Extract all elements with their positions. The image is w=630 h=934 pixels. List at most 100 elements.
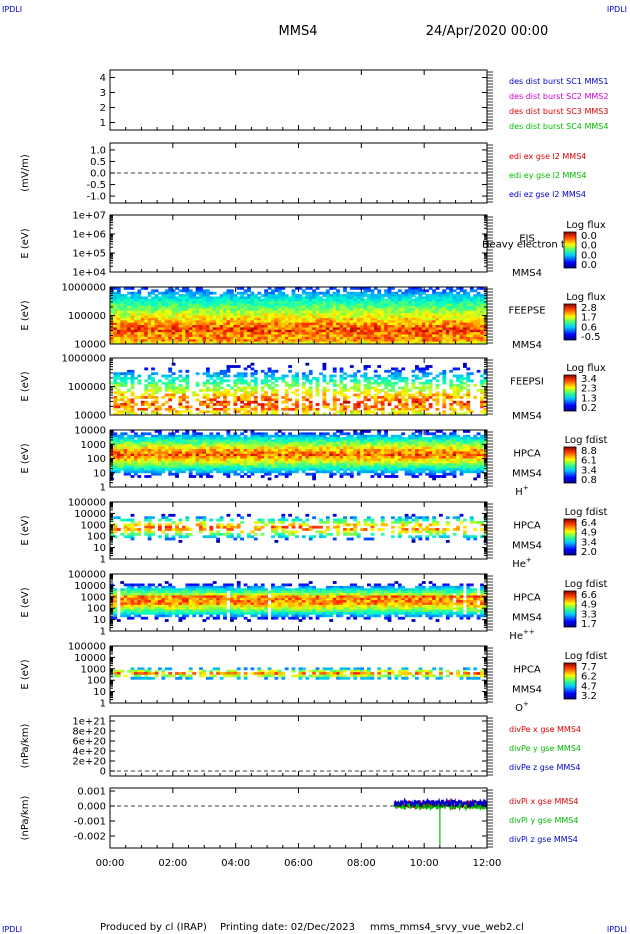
spectrogram-cell	[240, 451, 244, 455]
spectrogram-cell	[397, 325, 402, 328]
spectrogram-cell	[415, 332, 419, 335]
spectrogram-cell	[253, 468, 258, 471]
spectrogram-cell	[257, 313, 262, 316]
spectrogram-cell	[353, 384, 358, 387]
spectrogram-cell	[370, 396, 375, 399]
spectrogram-cell	[161, 320, 166, 324]
spectrogram-cell	[120, 432, 125, 436]
spectrogram-cell	[271, 439, 275, 443]
spectrogram-cell	[277, 322, 282, 326]
spectrogram-cell	[459, 308, 464, 312]
spectrogram-cell	[339, 296, 344, 300]
spectrogram-cell	[151, 386, 155, 390]
spectrogram-cell	[356, 393, 361, 397]
spectrogram-cell	[243, 308, 248, 312]
spectrogram-cell	[209, 325, 214, 328]
spectrogram-cell	[459, 336, 464, 340]
spectrogram-cell	[171, 320, 176, 324]
spectrogram-cell	[411, 329, 416, 333]
spectrogram-cell	[175, 475, 179, 478]
spectrogram-cell	[140, 336, 145, 340]
spectrogram-cell	[168, 470, 173, 474]
spectrogram-cell	[404, 308, 409, 312]
spectrogram-cell	[288, 453, 292, 457]
spectrogram-cell	[219, 468, 224, 471]
spectrogram-cell	[435, 317, 440, 321]
spectrogram-cell	[161, 453, 166, 457]
spectrogram-cell	[236, 296, 241, 300]
spectrogram-cell	[428, 308, 433, 312]
spectrogram-cell	[271, 320, 275, 324]
spectrogram-cell	[476, 320, 481, 324]
spectrogram-cell	[404, 384, 409, 387]
spectrogram-cell	[349, 374, 354, 378]
spectrogram-cell	[226, 298, 231, 302]
spectrogram-cell	[380, 377, 385, 380]
spectrogram-cell	[363, 310, 368, 314]
spectrogram-cell	[274, 320, 279, 324]
spectrogram-cell	[360, 334, 364, 338]
spectrogram-cell	[469, 322, 474, 326]
spectrogram-cell	[158, 339, 162, 343]
spectrogram-cell	[339, 377, 344, 380]
spectrogram-cell	[199, 475, 203, 478]
spectrogram-cell	[473, 310, 478, 314]
spectrogram-cell	[147, 336, 152, 340]
spectrogram-cell	[322, 456, 327, 459]
spectrogram-cell	[312, 456, 316, 459]
spectrogram-cell	[343, 332, 347, 335]
spectrogram-cell	[360, 391, 364, 395]
spectrogram-cell	[291, 451, 296, 455]
spectrogram-cell	[219, 379, 224, 383]
spectrogram-cell	[432, 334, 436, 338]
spectrogram-cell	[168, 303, 173, 307]
spectrogram-cell	[449, 341, 454, 345]
spectrogram-cell	[439, 332, 443, 335]
spectrogram-cell	[380, 322, 385, 326]
spectrogram-cell	[230, 325, 234, 328]
spectrogram-cell	[277, 317, 282, 321]
spectrogram-cell	[123, 336, 128, 340]
spectrogram-cell	[257, 444, 262, 448]
spectrogram-cell	[442, 308, 447, 312]
spectrogram-cell	[463, 315, 467, 319]
spectrogram-cell	[120, 458, 125, 462]
spectrogram-cell	[271, 294, 275, 297]
spectrogram-cell	[182, 317, 186, 321]
spectrogram-cell	[391, 377, 395, 380]
spectrogram-cell	[164, 303, 169, 307]
spectrogram-cell	[123, 437, 128, 440]
spectrogram-cell	[281, 336, 286, 340]
spectrogram-cell	[298, 315, 303, 319]
spectrogram-cell	[428, 396, 433, 399]
spectrogram-cell	[284, 325, 289, 328]
spectrogram-cell	[367, 393, 371, 397]
spectrogram-cell	[264, 381, 268, 385]
spectrogram-cell	[308, 369, 313, 373]
spectrogram-cell	[123, 451, 128, 455]
spectrogram-cell	[308, 451, 313, 455]
spectrogram-cell	[449, 393, 454, 397]
spectrogram-cell	[202, 410, 207, 414]
spectrogram-cell	[483, 301, 488, 305]
spectrogram-cell	[456, 315, 460, 319]
spectrogram-cell	[230, 308, 234, 312]
spectrogram-cell	[315, 317, 320, 321]
spectrogram-cell	[264, 291, 268, 295]
spectrogram-cell	[343, 308, 347, 312]
spectrogram-cell	[271, 334, 275, 338]
spectrogram-cell	[219, 301, 224, 305]
spectrogram-cell	[147, 405, 152, 409]
spectrogram-cell	[123, 439, 128, 443]
spectrogram-cell	[463, 296, 467, 300]
spectrogram-cell	[449, 317, 454, 321]
spectrogram-cell	[253, 369, 258, 373]
spectrogram-cell	[295, 287, 299, 290]
spectrogram-cell	[308, 329, 313, 333]
spectrogram-cell	[134, 472, 138, 476]
spectrogram-cell	[171, 325, 176, 328]
spectrogram-cell	[243, 289, 248, 293]
spectrogram-cell	[445, 294, 450, 297]
spectrogram-cell	[147, 317, 152, 321]
spectrogram-cell	[360, 298, 364, 302]
